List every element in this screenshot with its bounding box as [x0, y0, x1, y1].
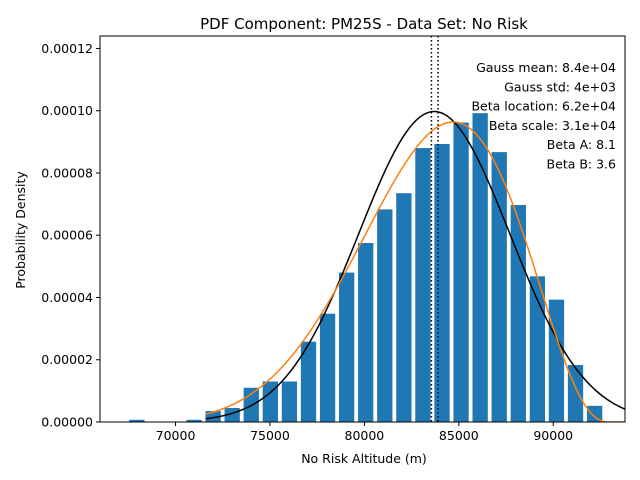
stats-annotation-4: Beta A: 8.1 — [547, 137, 616, 152]
y-tick-label-5: 0.00010 — [41, 103, 93, 118]
histogram-bar-0 — [129, 419, 145, 422]
axes-frame — [99, 35, 626, 423]
histogram-bar-21 — [529, 276, 546, 422]
x-tick-label-0: 70000 — [156, 428, 196, 443]
histogram-bar-18 — [472, 113, 488, 422]
chart-title: PDF Component: PM25S - Data Set: No Risk — [200, 15, 528, 33]
y-axis-label: Probability Density — [13, 171, 28, 289]
x-tick-label-2: 80000 — [345, 428, 385, 443]
histogram-bar-7 — [262, 381, 278, 422]
y-tick-label-2: 0.00004 — [41, 290, 93, 305]
beta-pdf-curve — [205, 121, 625, 422]
x-axis-label: No Risk Altitude (m) — [301, 451, 427, 466]
stats-annotation-3: Beta scale: 3.1e+04 — [489, 118, 616, 133]
stats-annotation-2: Beta location: 6.2e+04 — [471, 99, 616, 114]
y-tick-label-0: 0.00000 — [41, 415, 93, 430]
histogram-bar-9 — [300, 341, 317, 422]
histogram-bar-4 — [205, 411, 221, 422]
y-tick-label-4: 0.00008 — [41, 165, 93, 180]
histogram-bar-12 — [358, 243, 374, 422]
x-tick-label-1: 75000 — [250, 428, 290, 443]
histogram-bar-13 — [377, 209, 393, 422]
stats-annotation-5: Beta B: 3.6 — [547, 157, 616, 172]
histogram-bar-3 — [186, 419, 202, 422]
histogram-bar-8 — [281, 381, 298, 422]
y-tick-label-3: 0.00006 — [41, 228, 93, 243]
histogram-bar-22 — [548, 299, 565, 422]
stats-annotation-0: Gauss mean: 8.4e+04 — [476, 60, 616, 75]
x-tick-label-4: 90000 — [533, 428, 573, 443]
histogram-bar-10 — [319, 313, 336, 422]
x-tick-label-3: 85000 — [439, 428, 479, 443]
histogram-bar-11 — [338, 272, 355, 422]
histogram-bar-24 — [586, 405, 603, 422]
histogram-bar-16 — [434, 144, 450, 422]
histogram-bar-14 — [396, 193, 412, 422]
stats-annotation-1: Gauss std: 4e+03 — [504, 79, 616, 94]
histogram-bar-15 — [415, 148, 431, 422]
histogram-bar-19 — [491, 152, 507, 423]
histogram-bar-20 — [510, 205, 526, 422]
y-tick-label-1: 0.00002 — [41, 352, 93, 367]
histogram-bar-17 — [453, 122, 469, 422]
plot-area: 70000 75000 80000 85000 90000 0.00000 0.00002 0… — [41, 35, 626, 443]
y-tick-label-6: 0.00012 — [41, 41, 93, 56]
